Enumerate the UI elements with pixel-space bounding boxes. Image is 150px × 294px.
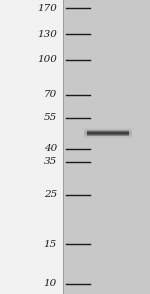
Text: 170: 170 xyxy=(37,4,57,13)
Text: 15: 15 xyxy=(44,240,57,249)
FancyBboxPatch shape xyxy=(63,0,150,294)
Text: 55: 55 xyxy=(44,113,57,123)
Text: 40: 40 xyxy=(44,144,57,153)
Text: 70: 70 xyxy=(44,90,57,99)
Text: 35: 35 xyxy=(44,157,57,166)
Text: 10: 10 xyxy=(44,279,57,288)
Text: 25: 25 xyxy=(44,190,57,199)
Text: 130: 130 xyxy=(37,30,57,39)
FancyBboxPatch shape xyxy=(0,0,63,294)
Text: 100: 100 xyxy=(37,55,57,64)
